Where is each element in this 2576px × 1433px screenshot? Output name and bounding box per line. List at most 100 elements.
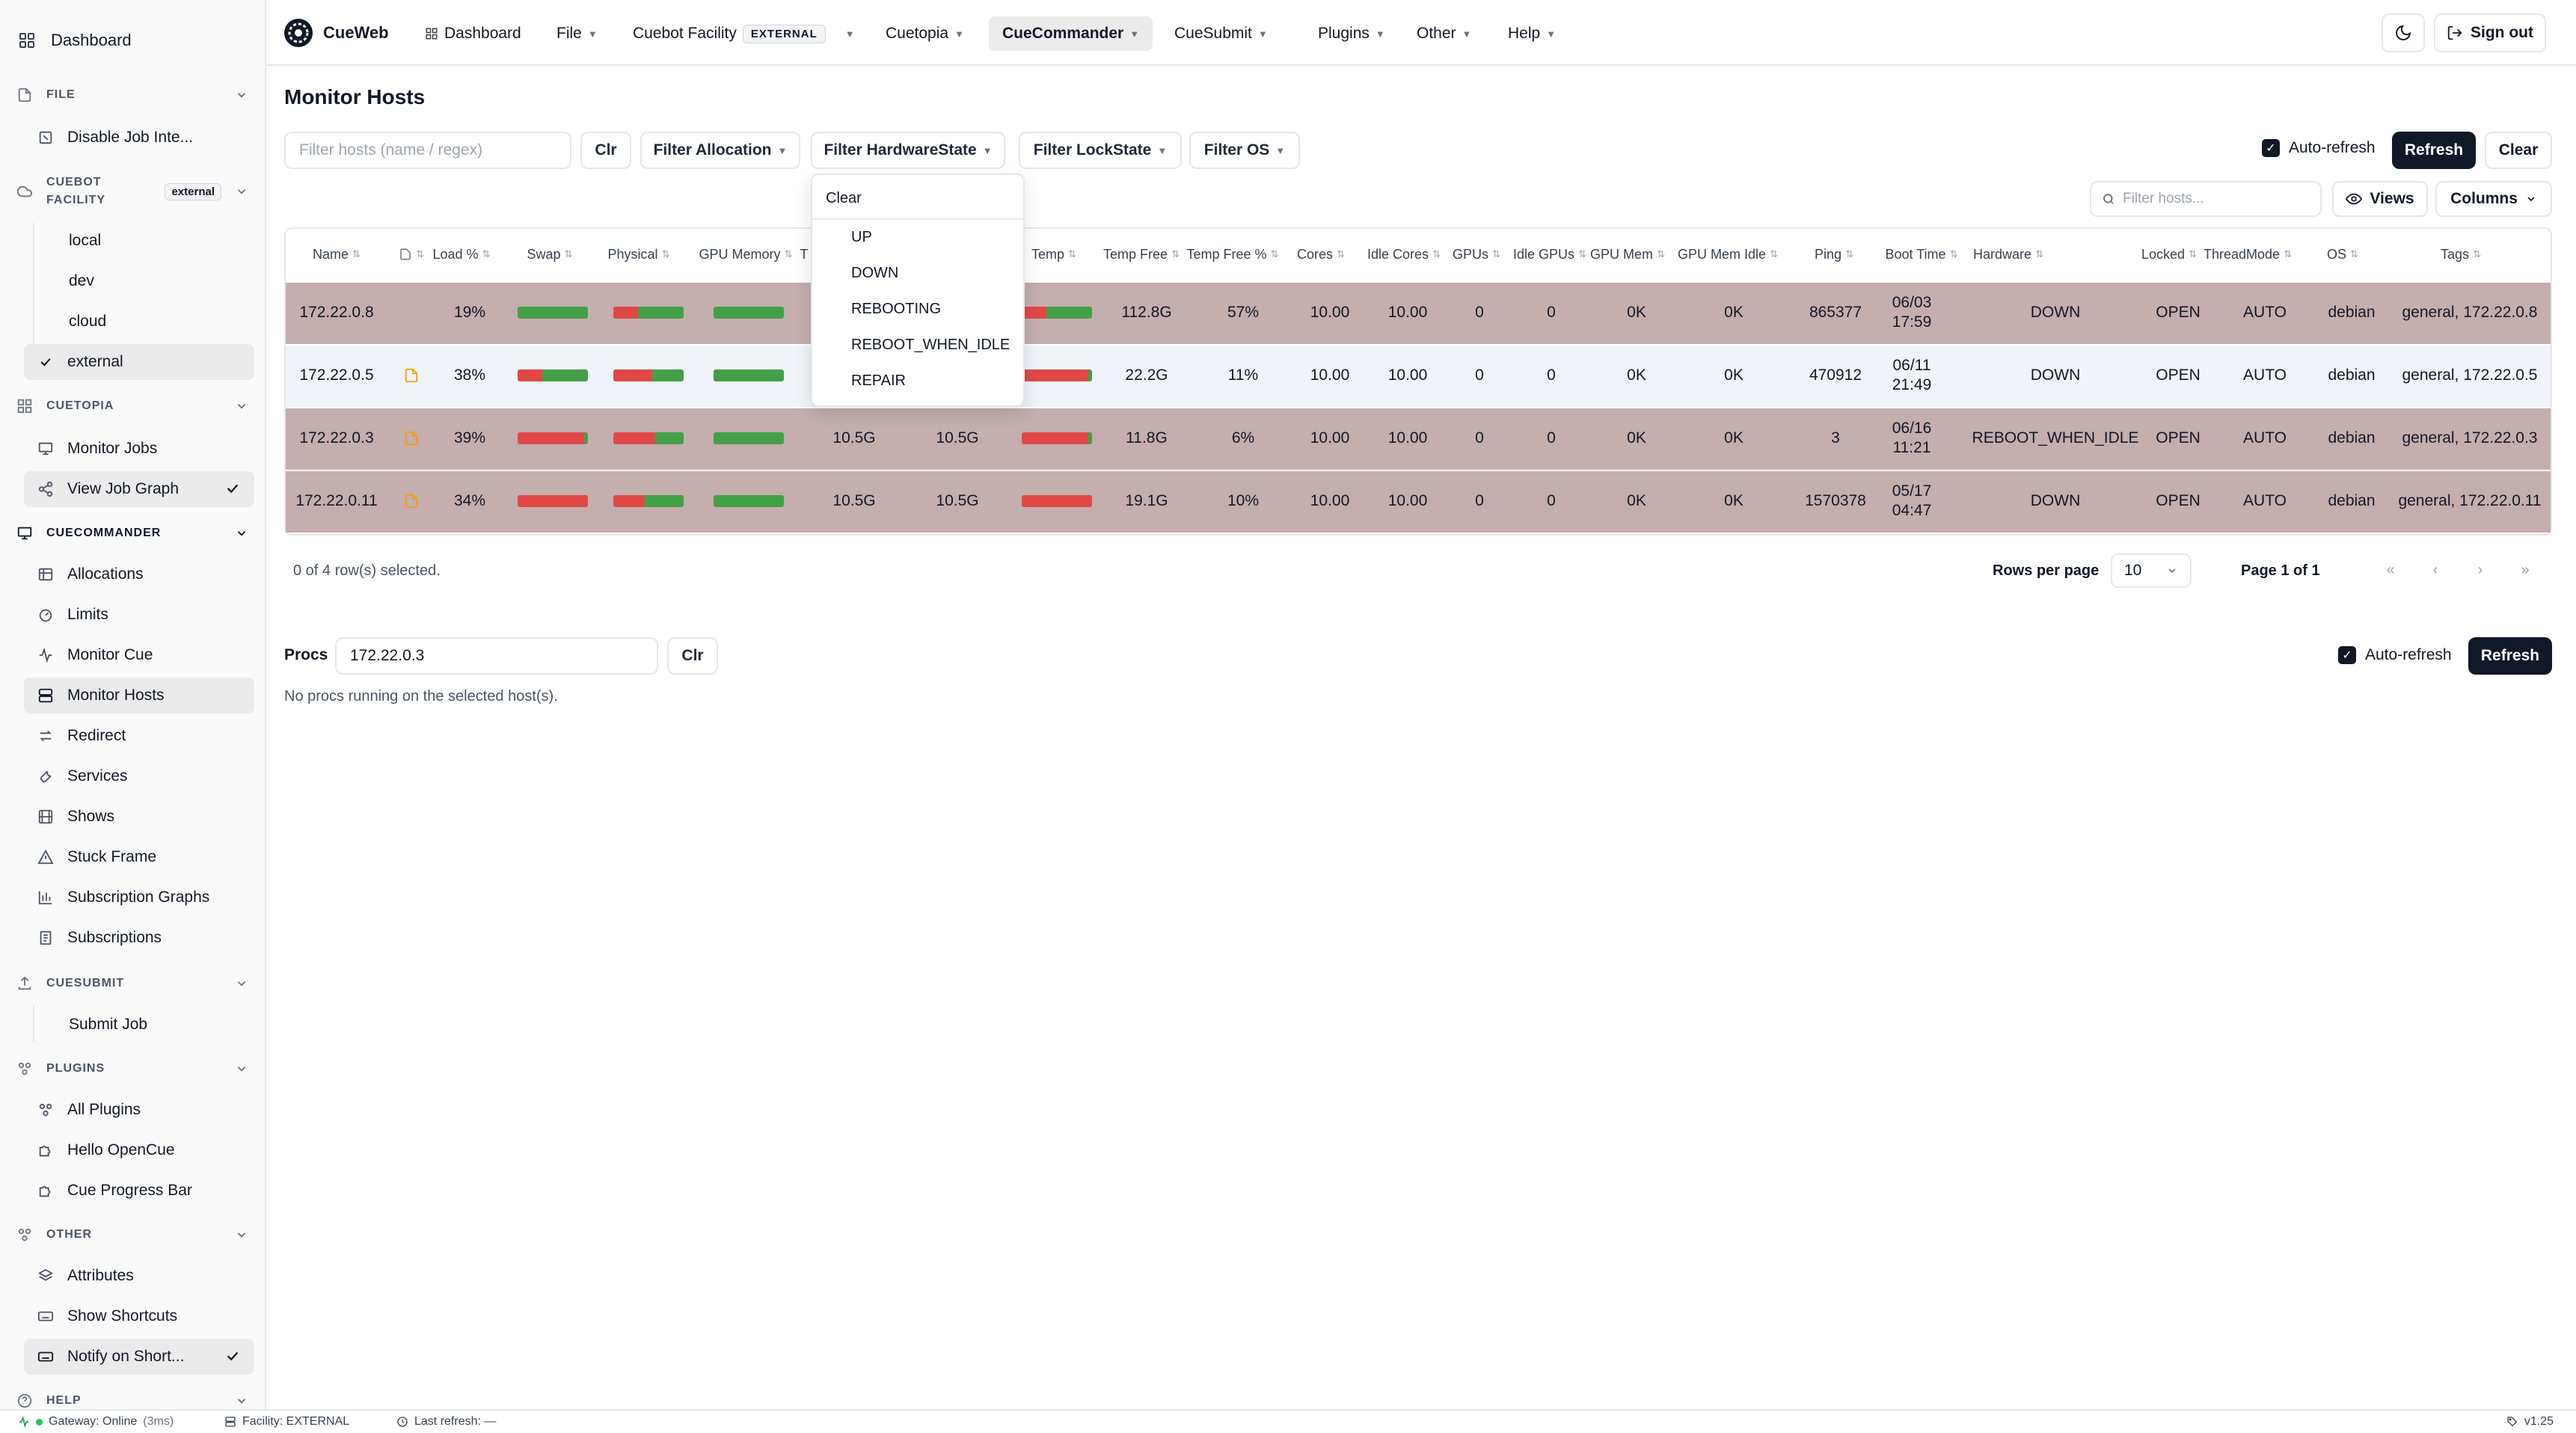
sign-out-button[interactable]: Sign out [2434,13,2546,52]
sidebar-dashboard-link[interactable]: Dashboard [18,25,132,55]
table-search-input[interactable]: Filter hosts... [2090,181,2322,217]
sort-icon[interactable]: ⇅ [1171,248,1180,260]
sidebar-item-services[interactable]: Services [24,758,254,794]
sidebar-item-limits[interactable]: Limits [24,597,254,633]
procs-host-input[interactable]: 172.22.0.3 [335,637,658,675]
dropdown-option-down[interactable]: DOWN [851,265,899,281]
sort-icon[interactable]: ⇅ [1949,248,1958,260]
sidebar-item-notify-on-shortcut[interactable]: Notify on Short... [24,1339,254,1375]
app-logo[interactable]: CueWeb [283,16,389,49]
sidebar-section-help[interactable]: HELP [16,1393,251,1409]
next-page-button[interactable]: › [2462,552,2498,588]
procs-clear-button[interactable]: Clr [667,637,718,675]
sidebar-item-shows[interactable]: Shows [24,799,254,835]
sort-icon[interactable]: ⇅ [2035,248,2043,260]
last-page-button[interactable]: » [2507,552,2543,588]
column-header-gpu-memory[interactable]: GPU Memory ⇅ [696,236,796,272]
column-header-gpus[interactable]: GPUs ⇅ [1448,236,1505,272]
sidebar-section-plugins[interactable]: PLUGINS [16,1061,251,1077]
sort-icon[interactable]: ⇅ [661,248,670,260]
views-button[interactable]: Views [2332,181,2428,217]
columns-button[interactable]: Columns [2435,181,2552,217]
filter-os-button[interactable]: Filter OS ▼ [1189,132,1300,169]
sort-icon[interactable]: ⇅ [1337,248,1345,260]
sidebar-item-all-plugins[interactable]: All Plugins [24,1092,254,1128]
sidebar-item-stuck-frame[interactable]: Stuck Frame [24,839,254,875]
sort-icon[interactable]: ⇅ [2473,248,2481,260]
sidebar-item-cue-progress-bar[interactable]: Cue Progress Bar [24,1173,254,1209]
column-header-temp-free[interactable]: Temp Free ⇅ [1100,236,1183,272]
sort-icon[interactable]: ⇅ [416,248,424,260]
clear-filter-button[interactable]: Clr [580,132,631,169]
column-header-os[interactable]: OS ⇅ [2322,236,2364,272]
procs-refresh-button[interactable]: Refresh [2468,637,2552,675]
sort-icon[interactable]: ⇅ [784,248,793,260]
file-icon[interactable] [396,344,426,407]
column-header-hardware[interactable]: Hardware ⇅ [1967,236,2049,272]
column-header-ping[interactable]: Ping ⇅ [1807,236,1861,272]
column-header-swap[interactable]: Swap ⇅ [524,236,576,272]
column-header-tags[interactable]: Tags ⇅ [2431,236,2491,272]
column-header-gpu-mem[interactable]: GPU Mem ⇅ [1590,236,1665,272]
checkbox-checked-icon[interactable]: ✓ [2338,646,2356,664]
sort-icon[interactable]: ⇅ [1578,248,1586,260]
sort-icon[interactable]: ⇅ [1068,248,1076,260]
column-header-cores[interactable]: Cores ⇅ [1297,236,1345,272]
sidebar-item-hello-opencue[interactable]: Hello OpenCue [24,1132,254,1168]
sort-icon[interactable]: ⇅ [352,248,361,260]
sidebar-item-local[interactable]: local [24,223,254,259]
sort-icon[interactable]: ⇅ [1432,248,1441,260]
nav-cuesubmit[interactable]: CueSubmit ▼ [1161,16,1281,51]
sort-icon[interactable]: ⇅ [2284,248,2292,260]
sort-icon[interactable]: ⇅ [2189,248,2197,260]
column-header-temp[interactable]: Temp ⇅ [1022,236,1086,272]
file-column-header[interactable]: ⇅ [393,236,429,272]
column-header-idle-gpus[interactable]: Idle GPUs ⇅ [1508,236,1592,272]
column-header-gpu-mem-idle[interactable]: GPU Mem Idle ⇅ [1675,236,1780,272]
column-header-idle-cores[interactable]: Idle Cores ⇅ [1363,236,1445,272]
theme-toggle-button[interactable] [2382,13,2425,52]
column-header-t[interactable]: T [796,236,812,272]
sidebar-item-monitor-jobs[interactable]: Monitor Jobs [24,431,254,467]
sidebar-item-monitor-hosts[interactable]: Monitor Hosts [24,678,254,714]
sidebar-item-disable-job-interaction[interactable]: Disable Job Inte... [24,120,254,156]
dropdown-option-repair[interactable]: REPAIR [851,372,906,389]
nav-other[interactable]: Other ▼ [1403,16,1485,51]
sidebar-item-attributes[interactable]: Attributes [24,1258,254,1294]
host-filter-input[interactable]: Filter hosts (name / regex) [284,132,571,169]
file-icon[interactable] [396,407,426,470]
sidebar-section-file[interactable]: FILE [16,87,251,103]
checkbox-checked-icon[interactable]: ✓ [2262,139,2280,157]
rows-per-page-select[interactable]: 10 [2111,553,2192,588]
sort-icon[interactable]: ⇅ [2350,248,2358,260]
column-header-locked[interactable]: Locked ⇅ [2139,236,2199,272]
sidebar-item-view-job-graph[interactable]: View Job Graph [24,471,254,507]
column-header-physical[interactable]: Physical ⇅ [604,236,673,272]
filter-hardware-state-button[interactable]: Filter HardwareState ▼ [811,132,1005,169]
procs-auto-refresh-toggle[interactable]: ✓ Auto-refresh [2338,646,2452,664]
column-header-boot-time[interactable]: Boot Time ⇅ [1877,236,1966,272]
dropdown-option-up[interactable]: UP [851,229,872,245]
sidebar-item-dev[interactable]: dev [24,263,254,299]
sidebar-item-allocations[interactable]: Allocations [24,556,254,592]
nav-cuetopia[interactable]: Cuetopia ▼ [872,16,978,51]
sidebar-item-show-shortcuts[interactable]: Show Shortcuts [24,1298,254,1334]
sort-icon[interactable]: ⇅ [564,248,573,260]
dropdown-option-reboot-when-idle[interactable]: REBOOT_WHEN_IDLE [851,337,1011,353]
sidebar-item-submit-job[interactable]: Submit Job [24,1007,254,1043]
dropdown-option-rebooting[interactable]: REBOOTING [851,301,942,317]
sidebar-item-cloud[interactable]: cloud [24,304,254,340]
sort-icon[interactable]: ⇅ [1270,248,1279,260]
sort-icon[interactable]: ⇅ [482,248,491,260]
sidebar-section-cuesubmit[interactable]: CUESUBMIT [16,975,251,992]
sidebar-item-external[interactable]: external [24,344,254,380]
nav-plugins[interactable]: Plugins ▼ [1304,16,1399,51]
prev-page-button[interactable]: ‹ [2417,552,2453,588]
refresh-button[interactable]: Refresh [2392,132,2476,169]
sidebar-section-cuetopia[interactable]: CUETOPIA [16,398,251,414]
nav-dashboard[interactable]: Dashboard [411,16,535,51]
column-header-load-[interactable]: Load % ⇅ [429,236,494,272]
filter-lock-state-button[interactable]: Filter LockState ▼ [1019,132,1182,169]
sort-icon[interactable]: ⇅ [1845,248,1853,260]
sidebar-section-cuebot-facility[interactable]: CUEBOT FACILITY external [16,174,251,209]
